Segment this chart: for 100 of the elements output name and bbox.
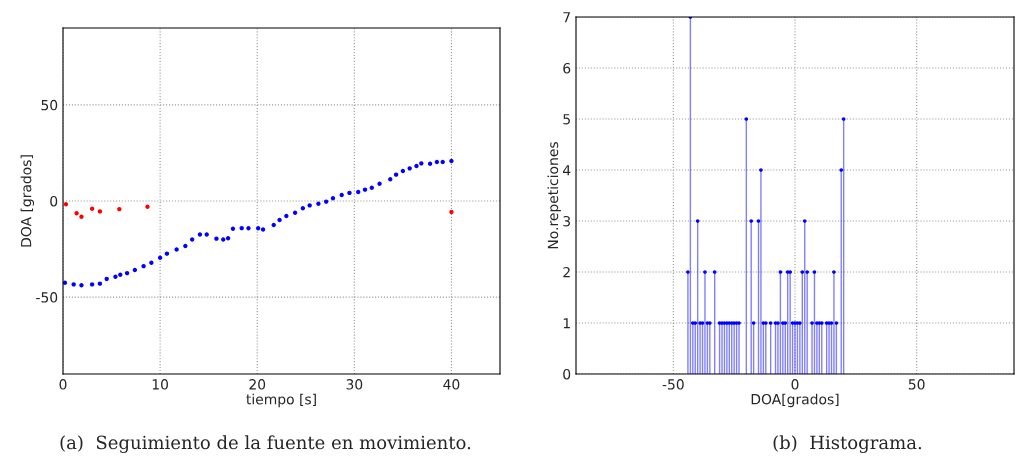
point [124,270,130,276]
point [79,283,84,288]
point [97,281,103,286]
point [427,161,433,166]
y-tick-label: 2 [563,266,570,278]
point [841,117,846,121]
point [63,202,69,207]
point [712,270,717,274]
point [339,192,344,198]
point [256,226,261,231]
point [751,321,756,325]
point [377,181,382,186]
point [781,321,785,325]
point [104,276,109,282]
point [693,321,698,325]
point [260,227,266,232]
point [141,263,146,269]
x-tick-label: 40 [443,379,460,390]
point [834,321,839,325]
point [271,222,276,228]
point [221,237,226,242]
point [189,237,195,242]
point [204,232,209,237]
point [393,172,399,177]
point [812,270,817,274]
point [71,282,76,287]
point [695,219,700,223]
text: (b) Histograma. [773,435,922,453]
point [800,270,805,274]
point [690,321,695,325]
point [214,236,219,241]
y-tick-label: 6 [563,62,571,74]
point [440,159,445,165]
point [362,187,368,192]
point [149,260,154,265]
point [157,255,163,260]
point [164,251,170,256]
point [145,204,150,209]
point [307,203,312,208]
point [778,270,783,274]
point [703,270,707,274]
point [89,206,95,211]
y-tick-label: 0 [563,368,571,380]
point [810,321,814,325]
y-tick-label: 5 [563,114,570,125]
point [400,168,406,174]
point [347,190,352,196]
x-axis-title: DOA[grados] [751,393,839,408]
point [356,189,361,195]
point [802,219,807,223]
point [230,226,236,231]
x-tick-label: 0 [59,379,67,390]
point [744,117,749,121]
point [759,168,763,172]
y-tick-label: 4 [562,165,571,176]
point [414,163,419,169]
y-axis-title: DOA [grados] [20,155,35,247]
point [183,243,188,249]
point [839,168,844,172]
point [300,206,306,211]
point [783,321,788,325]
text: (a) Seguimiento de la fuente en movimiento. [60,435,471,453]
point [246,226,251,231]
point [225,236,231,241]
y-tick-label: 50 [41,99,58,111]
point [316,201,321,206]
point [89,282,95,287]
point [686,270,690,274]
y-tick-label: -50 [36,292,58,303]
point [117,206,122,212]
point [239,225,244,231]
y-tick-label: 1 [563,318,570,329]
point [323,199,329,204]
point [174,247,179,252]
point [449,209,454,215]
x-tick-label: -50 [662,379,684,390]
x-tick-label: 20 [249,379,266,390]
x-tick-label: 10 [152,379,169,390]
x-axis-title: tiempo [s] [246,393,316,408]
y-tick-label: 3 [563,215,571,227]
point [113,274,118,279]
point [768,321,773,325]
point [284,213,289,219]
point [197,232,203,237]
point [132,267,138,273]
point [97,209,103,214]
point [388,177,393,182]
y-tick-label: 7 [563,12,570,23]
point [79,214,84,219]
point [449,158,454,164]
point [749,219,754,223]
point [369,185,375,190]
point [832,270,836,274]
x-tick-label: 30 [346,379,363,390]
point [74,211,79,216]
point [434,159,440,165]
point [277,217,282,223]
x-tick-label: 50 [908,379,925,390]
y-tick-label: 0 [50,195,58,207]
x-tick-label: 0 [791,379,799,390]
